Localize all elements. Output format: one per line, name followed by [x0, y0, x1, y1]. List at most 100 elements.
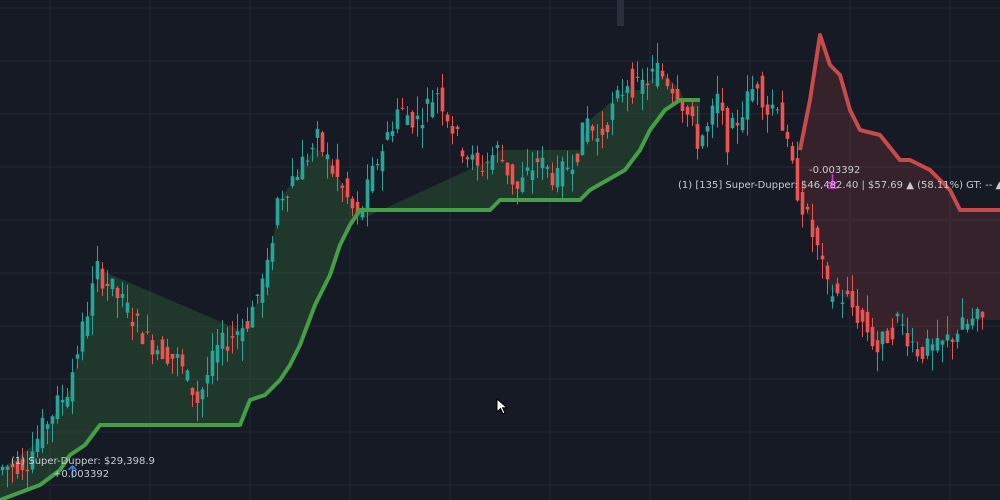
candle-down — [845, 290, 850, 295]
candle-down — [25, 469, 30, 472]
candle-up — [125, 302, 130, 313]
candle-down — [860, 309, 865, 322]
candle-up — [70, 372, 75, 402]
candle-up — [485, 161, 490, 163]
candle-down — [165, 346, 170, 364]
candle-down — [195, 391, 200, 404]
candle-up — [415, 115, 420, 120]
candle-up — [655, 62, 660, 87]
candle-up — [255, 294, 260, 297]
candle-up — [75, 354, 80, 359]
candle-down — [780, 102, 785, 131]
candle-down — [475, 152, 480, 166]
candle-up — [940, 340, 945, 345]
candle-up — [525, 167, 530, 171]
candle-down — [575, 153, 580, 163]
candle-up — [775, 109, 780, 111]
candle-down — [600, 128, 605, 135]
candle-up — [430, 102, 435, 118]
candle-down — [765, 104, 770, 115]
candle-down — [875, 340, 880, 353]
candle-down — [465, 157, 470, 160]
candle-down — [100, 268, 105, 289]
candle-down — [605, 124, 610, 133]
sell-arrow-icon — [827, 174, 838, 189]
candle-up — [380, 151, 385, 172]
candle-up — [270, 243, 275, 262]
candle-up — [35, 438, 40, 453]
candle-up — [935, 338, 940, 351]
candle-up — [95, 260, 100, 280]
candle-down — [170, 353, 175, 359]
candle-down — [480, 170, 485, 172]
exit-top-label: -0.003392 — [809, 165, 860, 176]
candle-up — [740, 117, 745, 131]
candle-up — [220, 332, 225, 349]
candle-down — [645, 83, 650, 86]
candle-up — [640, 79, 645, 94]
candle-up — [650, 68, 655, 72]
candle-down — [665, 78, 670, 87]
candle-up — [435, 93, 440, 95]
signal-markers — [67, 174, 838, 478]
candle-up — [80, 321, 85, 352]
candle-up — [65, 396, 70, 407]
candle-down — [725, 108, 730, 153]
candle-up — [830, 296, 835, 302]
candle-down — [355, 201, 360, 214]
candle-up — [900, 324, 905, 326]
candle-up — [545, 166, 550, 169]
candle-up — [540, 157, 545, 169]
candle-down — [20, 459, 25, 471]
candle-up — [750, 89, 755, 101]
top-scroll-handle[interactable] — [617, 0, 624, 26]
candle-up — [955, 333, 960, 342]
candle-down — [140, 333, 145, 345]
candle-up — [610, 103, 615, 120]
candle-up — [880, 331, 885, 345]
candle-up — [265, 259, 270, 288]
candle-down — [440, 87, 445, 112]
candle-down — [820, 255, 825, 260]
candle-up — [960, 317, 965, 330]
supertrend-lines — [0, 33, 1000, 500]
candle-down — [660, 70, 665, 77]
candle-up — [300, 156, 305, 180]
candle-up — [235, 331, 240, 335]
candles — [0, 42, 985, 491]
candle-up — [925, 338, 930, 356]
candle-down — [535, 158, 540, 163]
candle-up — [585, 118, 590, 142]
candle-up — [305, 160, 310, 162]
candle-up — [120, 294, 125, 298]
candle-up — [185, 370, 190, 381]
candle-up — [840, 302, 845, 304]
candle-up — [240, 328, 245, 342]
candle-up — [580, 122, 585, 156]
candle-down — [795, 158, 800, 201]
candle-down — [825, 265, 830, 280]
candle-up — [250, 306, 255, 328]
candle-up — [730, 117, 735, 129]
candle-down — [450, 126, 455, 134]
candle-up — [375, 163, 380, 166]
candle-down — [810, 219, 815, 238]
entry-label: (1) Super-Dupper: $29,398.9 — [11, 456, 155, 467]
candle-down — [550, 172, 555, 186]
candle-up — [945, 334, 950, 341]
candle-down — [690, 106, 695, 117]
supertrend-down-line — [798, 33, 1000, 212]
candle-up — [295, 176, 300, 180]
candle-up — [395, 109, 400, 129]
candle-down — [885, 330, 890, 344]
candle-down — [180, 354, 185, 367]
candle-down — [760, 75, 765, 108]
candle-up — [560, 161, 565, 187]
candle-up — [280, 198, 285, 201]
candle-up — [325, 154, 330, 160]
candle-up — [970, 318, 975, 326]
candle-up — [930, 344, 935, 351]
candle-up — [595, 138, 600, 142]
